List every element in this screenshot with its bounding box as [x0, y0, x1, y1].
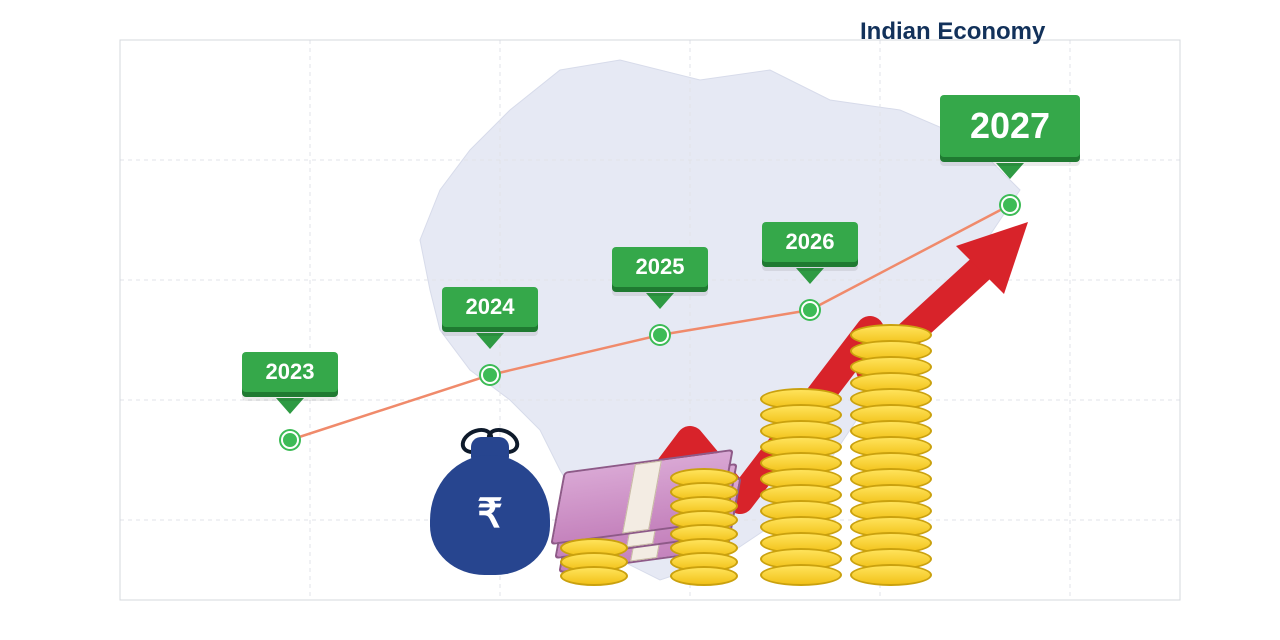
coin-stack	[760, 388, 842, 586]
data-point	[801, 301, 819, 319]
infographic-stage: { "canvas": {"w":1280,"h":640}, "title":…	[0, 0, 1280, 640]
data-point	[481, 366, 499, 384]
year-label: 2024	[442, 287, 538, 327]
year-label: 2027	[940, 95, 1080, 157]
year-marker: 2026	[762, 222, 858, 284]
year-label: 2025	[612, 247, 708, 287]
coin-icon	[850, 564, 932, 586]
year-marker: 2025	[612, 247, 708, 309]
coin-icon	[760, 564, 842, 586]
coin-icon	[560, 566, 628, 586]
coin-stack	[560, 538, 628, 586]
data-point	[651, 326, 669, 344]
data-point	[281, 431, 299, 449]
year-label: 2023	[242, 352, 338, 392]
year-label: 2026	[762, 222, 858, 262]
year-marker: 2027	[940, 95, 1080, 179]
coin-icon	[670, 566, 738, 586]
coin-stack	[850, 324, 932, 586]
data-point	[1001, 196, 1019, 214]
year-marker: 2024	[442, 287, 538, 349]
year-marker: 2023	[242, 352, 338, 414]
coin-stack	[670, 468, 738, 586]
